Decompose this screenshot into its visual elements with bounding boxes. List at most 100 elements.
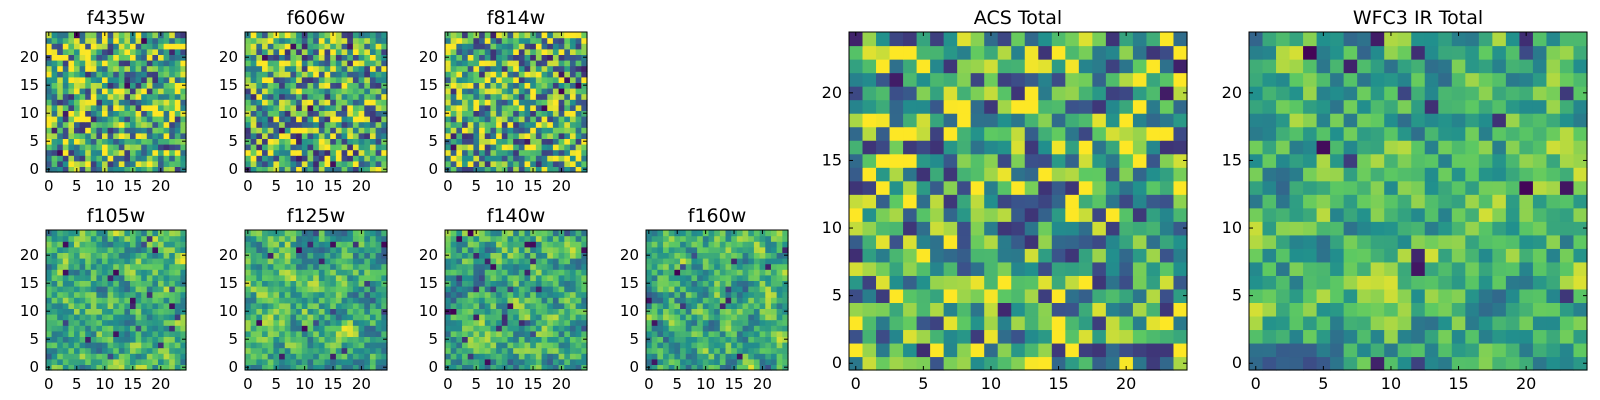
heatmap-cell (174, 110, 181, 117)
heatmap-cell (163, 286, 170, 293)
heatmap-cell (691, 269, 698, 276)
heatmap-cell (364, 155, 371, 162)
x-tick-label: 0 (243, 375, 253, 393)
heatmap-cell (719, 297, 727, 304)
heatmap-cell (118, 302, 125, 309)
heatmap-cell (85, 60, 92, 67)
heatmap-cell (296, 138, 303, 145)
heatmap-cell (130, 110, 137, 117)
heatmap-cell (152, 121, 159, 128)
heatmap-cell (324, 99, 331, 106)
heatmap-cell (347, 230, 354, 237)
heatmap-cell (381, 60, 388, 67)
heatmap-cell (1078, 248, 1093, 263)
heatmap-cell (541, 155, 548, 162)
heatmap-cell (256, 241, 263, 248)
heatmap-cell (456, 138, 463, 145)
heatmap-cell (501, 269, 509, 276)
heatmap-cell (250, 104, 257, 111)
heatmap-cell (330, 286, 337, 293)
heatmap-cell (657, 291, 664, 298)
heatmap-cell (1011, 167, 1026, 182)
heatmap-cell (381, 127, 388, 134)
heatmap-cell (330, 336, 337, 343)
heatmap-cell (141, 88, 148, 95)
heatmap-cell (668, 297, 675, 304)
heatmap-cell (552, 116, 560, 123)
heatmap-cell (324, 280, 331, 287)
heatmap-cell (46, 330, 53, 337)
heatmap-cell (581, 160, 588, 167)
heatmap-cell (456, 116, 463, 123)
heatmap-cell (113, 302, 120, 309)
heatmap-cell (163, 127, 170, 134)
heatmap-cell (997, 261, 1012, 276)
heatmap-cell (731, 269, 738, 276)
heatmap-cell (663, 230, 670, 237)
heatmap-cell (68, 291, 75, 298)
heatmap-cell (290, 132, 297, 139)
heatmap-cell (680, 252, 687, 259)
heatmap-cell (663, 280, 670, 287)
heatmap-cell (118, 235, 125, 242)
heatmap-cell (702, 274, 710, 281)
heatmap-cell (341, 308, 348, 315)
heatmap-cell (96, 246, 103, 253)
heatmap-cell (1024, 288, 1039, 303)
heatmap-cell (135, 286, 142, 293)
heatmap-cell (547, 308, 554, 315)
heatmap-cell (657, 347, 664, 354)
heatmap-cell (330, 155, 337, 162)
heatmap-cell (507, 110, 514, 117)
heatmap-cell (484, 132, 492, 139)
heatmap-cell (364, 93, 371, 100)
heatmap-cell (68, 330, 75, 337)
heatmap-cell (708, 241, 715, 248)
heatmap-cell (296, 325, 303, 332)
heatmap-cell (524, 43, 531, 50)
heatmap-cell (62, 280, 69, 287)
heatmap-cell (74, 116, 81, 123)
heatmap-cell (313, 127, 320, 134)
heatmap-cell (158, 347, 165, 354)
heatmap-cell (1159, 167, 1175, 182)
heatmap-cell (456, 82, 463, 89)
heatmap-cell (130, 302, 137, 309)
heatmap-cell (79, 88, 86, 95)
heatmap-cell (118, 246, 125, 253)
heatmap-cell (79, 314, 86, 321)
heatmap-cell (330, 43, 337, 50)
heatmap-cell (1038, 288, 1053, 303)
heatmap-cell (507, 263, 514, 270)
heatmap-cell (68, 65, 75, 72)
heatmap-cell (1105, 167, 1120, 182)
heatmap-cell (753, 342, 761, 349)
heatmap-cell (770, 330, 778, 337)
heatmap-cell (450, 353, 457, 360)
heatmap-cell (369, 358, 377, 365)
heatmap-cell (513, 302, 520, 309)
heatmap-cell (74, 48, 81, 55)
heatmap-cell (51, 364, 58, 371)
heatmap-cell (748, 336, 755, 343)
heatmap-cell (530, 104, 537, 111)
heatmap-cell (57, 330, 64, 337)
heatmap-cell (375, 110, 382, 117)
heatmap-cell (668, 258, 675, 265)
heatmap-cell (284, 71, 292, 78)
heatmap-cell (862, 221, 877, 236)
heatmap-cell (375, 54, 382, 61)
heatmap-cell (169, 325, 176, 332)
heatmap-cell (1132, 288, 1148, 303)
heatmap-cell (1011, 261, 1026, 276)
heatmap-cell (307, 269, 314, 276)
heatmap-cell (541, 230, 548, 237)
heatmap-cell (102, 121, 109, 128)
heatmap-cell (479, 121, 486, 128)
heatmap-cell (685, 291, 693, 298)
heatmap-cell (1038, 194, 1053, 209)
heatmap-cell (174, 166, 181, 173)
heatmap-cell (102, 353, 109, 360)
heatmap-cell (313, 54, 320, 61)
heatmap-cell (581, 342, 588, 349)
